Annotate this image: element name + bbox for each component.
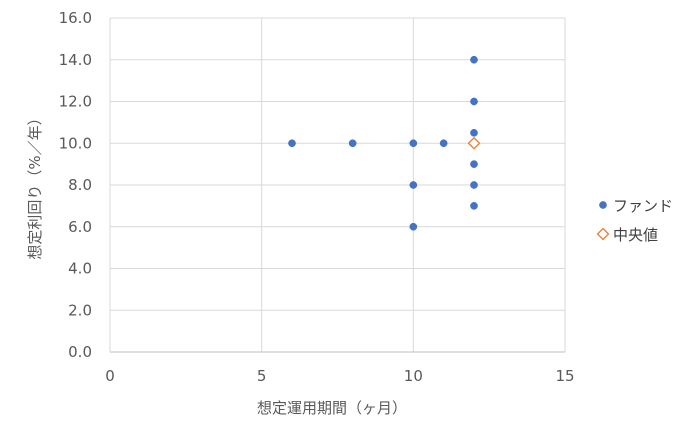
fund-point [470, 202, 478, 210]
y-tick-labels: 0.0 2.0 4.0 6.0 8.0 10.0 12.0 14.0 16.0 [59, 9, 92, 361]
fund-point [470, 128, 478, 137]
axes [109, 18, 565, 353]
fund-point [470, 97, 478, 106]
y-tick-label: 14.0 [59, 51, 92, 69]
fund-point [439, 139, 448, 148]
y-tick-label: 4.0 [68, 260, 92, 278]
x-tick-label: 10 [404, 367, 423, 385]
grid-lines [110, 17, 566, 352]
legend-label: ファンド [613, 197, 673, 215]
y-axis-title: 想定利回り（%／年） [26, 110, 44, 259]
fund-point [409, 222, 418, 231]
fund-point [348, 139, 357, 148]
fund-point [470, 55, 478, 64]
data-points [288, 55, 481, 231]
y-tick-label: 6.0 [68, 218, 92, 236]
fund-point [470, 181, 478, 189]
fund-point [409, 139, 418, 148]
y-tick-label: 2.0 [68, 301, 92, 319]
x-tick-label: 0 [105, 367, 115, 385]
y-tick-label: 0.0 [68, 343, 92, 361]
fund-point [288, 139, 296, 148]
x-axis-title: 想定運用期間（ヶ月） [257, 399, 407, 417]
x-tick-label: 5 [257, 367, 267, 385]
fund-point [409, 181, 418, 189]
x-tick-label: 15 [555, 367, 574, 385]
legend-diamond-icon [596, 227, 610, 241]
x-tick-labels: 0 5 10 15 [105, 367, 574, 385]
legend-circle-icon [599, 201, 607, 209]
y-tick-label: 10.0 [59, 134, 92, 152]
y-tick-label: 8.0 [68, 176, 92, 194]
y-tick-label: 16.0 [59, 9, 92, 27]
legend-label: 中央値 [613, 226, 658, 244]
fund-point [470, 160, 478, 168]
y-tick-label: 12.0 [59, 93, 92, 111]
median-point [467, 136, 481, 150]
